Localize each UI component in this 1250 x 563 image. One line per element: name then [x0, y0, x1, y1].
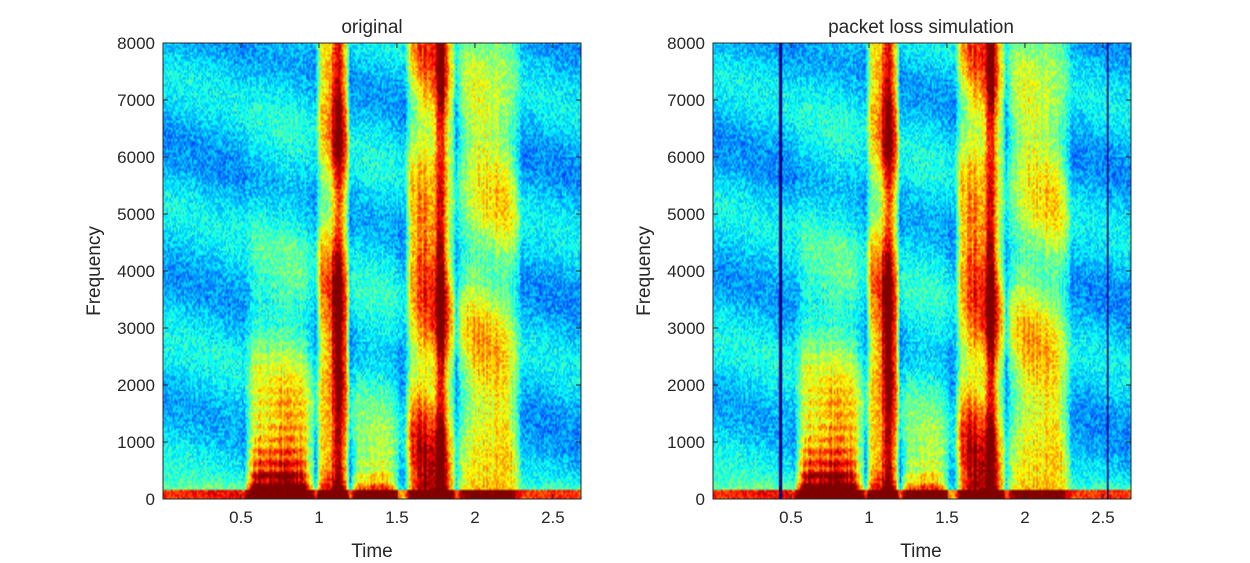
- x-tick-label: 2.5: [1091, 508, 1115, 527]
- y-tick-label: 5000: [667, 205, 705, 224]
- y-tick-label: 5000: [117, 205, 155, 224]
- spectrogram-panel-original: original 0.5 1 1.5 2 2.5 0 1000 2000 3000 4000 500…: [84, 17, 582, 562]
- y-tick-label: 8000: [667, 34, 705, 53]
- y-tick-label: 7000: [117, 91, 155, 110]
- x-axis-label: Time: [351, 541, 393, 562]
- y-tick-label: 0: [696, 490, 705, 509]
- y-tick-label: 4000: [117, 262, 155, 281]
- chart-title: packet loss simulation: [828, 17, 1014, 38]
- spectrogram-axes: 0.5 1 1.5 2 2.5 0 1000 2000 3000 4000 5000 6000 7000…: [667, 34, 1132, 527]
- spectrogram-axes: 0.5 1 1.5 2 2.5 0 1000 2000 3000 4000 5000 6000 7000…: [117, 34, 582, 527]
- y-tick-label: 3000: [117, 319, 155, 338]
- x-tick-label: 1.5: [935, 508, 959, 527]
- y-tick-label: 4000: [667, 262, 705, 281]
- y-tick-label: 2000: [117, 376, 155, 395]
- chart-title: original: [341, 17, 402, 38]
- y-axis-label: Frequency: [634, 226, 655, 316]
- x-tick-label: 2: [470, 508, 479, 527]
- y-tick-label: 8000: [117, 34, 155, 53]
- y-tick-label: 6000: [117, 148, 155, 167]
- y-tick-label: 0: [146, 490, 155, 509]
- x-tick-label: 0.5: [229, 508, 253, 527]
- x-tick-label: 1: [864, 508, 873, 527]
- x-tick-label: 2: [1020, 508, 1029, 527]
- x-tick-label: 1: [314, 508, 323, 527]
- spectrogram-image: [163, 43, 581, 499]
- y-tick-label: 1000: [117, 433, 155, 452]
- x-axis-label: Time: [900, 541, 942, 562]
- x-tick-label: 1.5: [385, 508, 409, 527]
- spectrogram-image: [713, 43, 1131, 499]
- y-tick-label: 3000: [667, 319, 705, 338]
- spectrogram-panel-packet-loss: packet loss simulation 0.5 1 1.5 2 2.5 0 1000 2…: [634, 17, 1132, 562]
- x-tick-label: 2.5: [541, 508, 565, 527]
- y-axis-label: Frequency: [84, 226, 105, 316]
- y-tick-label: 1000: [667, 433, 705, 452]
- y-tick-label: 7000: [667, 91, 705, 110]
- x-tick-label: 0.5: [779, 508, 803, 527]
- y-tick-label: 2000: [667, 376, 705, 395]
- y-tick-label: 6000: [667, 148, 705, 167]
